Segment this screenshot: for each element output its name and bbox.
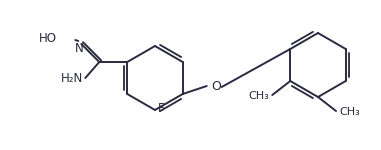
Text: N: N bbox=[75, 42, 84, 55]
Text: H₂N: H₂N bbox=[61, 72, 83, 86]
Text: CH₃: CH₃ bbox=[339, 107, 360, 117]
Text: F: F bbox=[158, 102, 165, 116]
Text: CH₃: CH₃ bbox=[248, 91, 269, 101]
Text: HO: HO bbox=[39, 32, 57, 45]
Text: O: O bbox=[212, 81, 222, 93]
